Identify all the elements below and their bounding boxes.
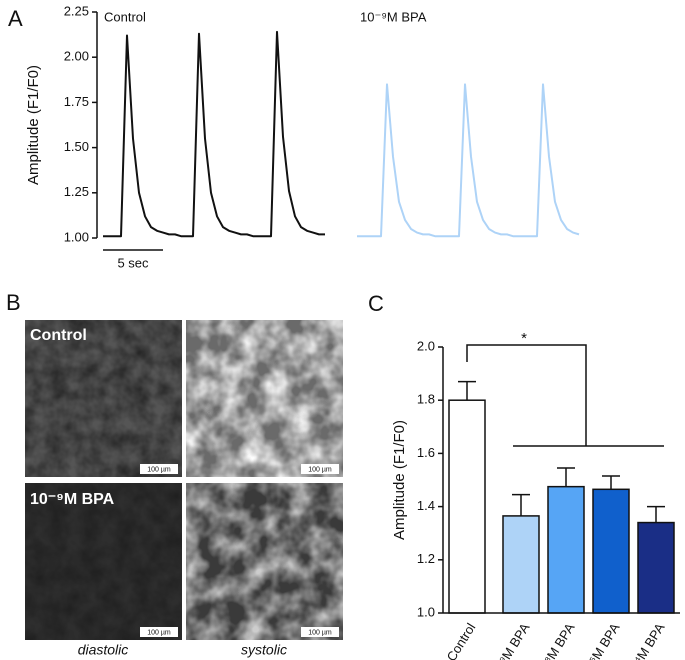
y-axis-label: Amplitude (F1/F0): [25, 65, 42, 185]
panel-label: C: [368, 291, 384, 316]
image-texture: [25, 483, 182, 640]
y-tick-label: 1.75: [64, 94, 89, 109]
y-tick-label: 1.6: [417, 445, 435, 460]
scale-bar: [140, 627, 178, 637]
x-tick-label: 10⁻⁸M BPA: [530, 620, 578, 660]
y-tick-label: 1.00: [64, 229, 89, 244]
scale-bar-label: 100 µm: [147, 466, 171, 473]
scale-bar: [140, 464, 178, 474]
scale-bar-label: 5 sec: [117, 255, 149, 270]
image-texture: [25, 320, 182, 477]
x-tick-label: Control: [444, 620, 479, 660]
bar: [547, 485, 585, 614]
bar: [592, 488, 630, 614]
panel-label: A: [8, 6, 23, 31]
y-tick-label: 2.0: [417, 338, 435, 353]
y-tick-label: 2.25: [64, 3, 89, 18]
row-label: 10⁻⁹M BPA: [30, 491, 115, 508]
row-label: Control: [30, 327, 87, 344]
image-panel: B Control 10⁻⁹M BPA 100 µm 100 µm 100 µm…: [6, 290, 343, 658]
trace: [103, 30, 325, 238]
y-tick-label: 1.50: [64, 139, 89, 154]
significance-bracket: [466, 344, 587, 446]
bar: [448, 399, 486, 614]
series-label: Control: [104, 9, 146, 24]
scale-bar: [301, 627, 339, 637]
trace: [357, 83, 580, 238]
bar: [502, 515, 540, 614]
image-texture: [186, 320, 343, 477]
column-label: systolic: [241, 642, 287, 658]
scale-bar: [301, 464, 339, 474]
x-tick-label: 10⁻⁹M BPA: [485, 620, 533, 660]
annotation: *: [521, 330, 527, 347]
panel-label: B: [6, 290, 21, 315]
x-tick-label: 10⁻⁵M BPA: [575, 620, 623, 660]
series-label: 10⁻⁹M BPA: [360, 9, 427, 24]
y-tick-label: 1.25: [64, 184, 89, 199]
y-tick-label: 1.0: [417, 604, 435, 619]
x-tick-label: 10⁻⁴M BPA: [620, 620, 668, 660]
y-tick-label: 2.00: [64, 49, 89, 64]
scale-bar-label: 100 µm: [147, 629, 171, 636]
y-tick-label: 1.4: [417, 498, 435, 513]
y-tick-label: 1.8: [417, 392, 435, 407]
image-texture: [186, 483, 343, 640]
scale-bar-label: 100 µm: [308, 629, 332, 636]
scale-bar-label: 100 µm: [308, 466, 332, 473]
y-axis-label: Amplitude (F1/F0): [391, 420, 408, 540]
y-tick-label: 1.2: [417, 551, 435, 566]
bar: [637, 521, 675, 614]
column-label: diastolic: [78, 642, 129, 658]
